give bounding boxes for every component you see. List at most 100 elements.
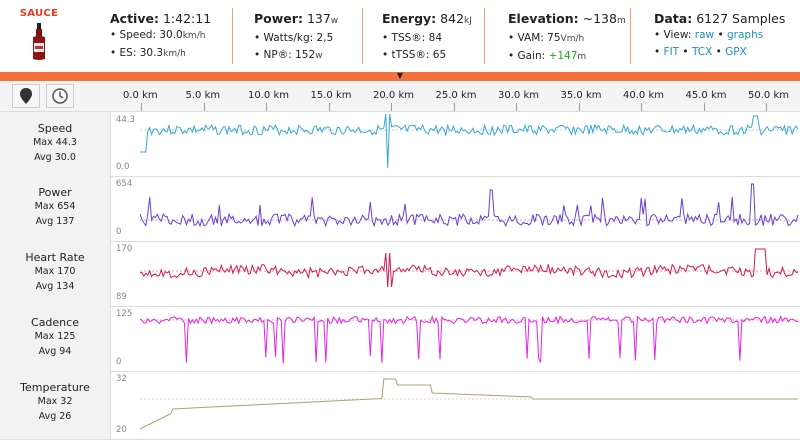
chart-name: Speed xyxy=(37,122,73,135)
wkg-value: 2,5 xyxy=(316,32,334,44)
summary-header: SAUCE Active: 1:42:11 • Speed: 30.0km/h … xyxy=(0,0,800,72)
chart-name: Temperature xyxy=(20,381,90,394)
chart-row-label: Speed Max 44.3 Avg 30.0 xyxy=(0,112,111,176)
chart-row-label: Temperature Max 32 Avg 26 xyxy=(0,371,111,439)
y-max-label: 32 xyxy=(116,374,127,384)
y-min-label: 0.0 xyxy=(116,162,130,172)
gain-label: Gain: xyxy=(517,50,546,62)
np-label: NP®: xyxy=(263,49,292,61)
power-unit: w xyxy=(330,16,339,26)
chart-avg: Avg 30.0 xyxy=(34,152,76,163)
active-label: Active: xyxy=(110,11,159,26)
chart-row-cadence: Cadence Max 125 Avg 94 125 0 xyxy=(0,306,800,372)
divider xyxy=(484,8,485,64)
divider xyxy=(232,8,233,64)
y-max-label: 654 xyxy=(116,179,133,189)
export-fit-link[interactable]: FIT xyxy=(663,46,680,58)
chart-plot[interactable] xyxy=(112,306,800,371)
gain-value: +147 xyxy=(548,50,578,62)
series-line xyxy=(139,183,799,228)
axis-tick-mark xyxy=(391,103,392,111)
axis-tick-mark xyxy=(453,103,455,111)
axis-tick-mark xyxy=(328,103,330,111)
elevation-stats: Elevation: ~138m • VAM: 75Vm/h • Gain: +… xyxy=(508,11,626,62)
sauce-bottle-icon xyxy=(33,23,45,60)
chart-row-temperature: Temperature Max 32 Avg 26 32 20 xyxy=(0,371,800,440)
axis-tick-label: 50.0 km xyxy=(748,90,789,101)
speed-unit: km/h xyxy=(182,31,206,41)
axis-tick-label: 10.0 km xyxy=(248,90,289,101)
expand-chevron-icon[interactable]: ▼ xyxy=(396,71,404,80)
axis-tick-mark xyxy=(703,103,705,111)
tss-value: 84 xyxy=(428,32,443,44)
chart-plot[interactable] xyxy=(112,241,800,306)
np-unit: w xyxy=(315,51,323,61)
chart-row-label: Heart Rate Max 170 Avg 134 xyxy=(0,241,111,306)
gain-unit: m xyxy=(577,52,587,62)
clock-icon xyxy=(52,88,68,104)
chart-avg: Avg 26 xyxy=(38,411,72,422)
axis-tick-mark xyxy=(141,103,142,111)
axis-tick-label: 0.0 km xyxy=(123,90,158,101)
y-max-label: 170 xyxy=(116,244,133,254)
elevation-unit: m xyxy=(616,16,626,26)
active-value: 1:42:11 xyxy=(162,11,212,26)
data-value: 6127 Samples xyxy=(696,11,786,26)
chart-avg: Avg 137 xyxy=(35,216,75,227)
ttss-label: tTSS®: xyxy=(391,49,430,61)
vam-value: 75 xyxy=(547,32,561,44)
axis-tick-mark xyxy=(578,103,580,111)
tss-label: TSS®: xyxy=(391,32,426,44)
elevation-value: ~138 xyxy=(582,11,617,26)
chart-name: Cadence xyxy=(31,316,79,329)
axis-tick-mark xyxy=(766,103,767,111)
axis-tick-label: 20.0 km xyxy=(373,90,414,101)
distance-axis: 0.0 km 5.0 km 10.0 km 15.0 km 20.0 km 25.0 km… xyxy=(0,81,800,112)
axis-tick-label: 45.0 km xyxy=(685,90,727,101)
chart-row-heart-rate: Heart Rate Max 170 Avg 134 170 89 xyxy=(0,241,800,307)
chart-plot[interactable] xyxy=(112,176,800,241)
chart-max: Max 654 xyxy=(34,201,76,212)
chart-plot[interactable] xyxy=(112,371,800,439)
chart-row-speed: Speed Max 44.3 Avg 30.0 44.3 0.0 xyxy=(0,112,800,177)
vam-unit: Vm/h xyxy=(560,34,585,44)
chart-name: Power xyxy=(38,186,72,199)
np-value: 152 xyxy=(295,49,316,61)
chart-max: Max 170 xyxy=(34,266,76,277)
view-label: View: xyxy=(663,29,692,41)
view-graphs-link[interactable]: graphs xyxy=(726,29,764,41)
axis-tick-mark xyxy=(516,103,517,111)
collapse-bar[interactable] xyxy=(0,72,800,81)
map-pin-icon xyxy=(20,88,32,104)
es-value: 30.3 xyxy=(139,47,164,59)
brand-name: SAUCE xyxy=(19,8,59,19)
view-raw-link[interactable]: raw xyxy=(694,29,715,41)
time-axis-button[interactable] xyxy=(46,84,74,108)
power-value: 137 xyxy=(306,11,331,26)
power-stats: Power: 137w • Watts/kg: 2,5 • NP®: 152w xyxy=(254,11,339,61)
series-line xyxy=(140,113,799,169)
chart-name: Heart Rate xyxy=(25,251,85,264)
energy-label: Energy: xyxy=(382,11,437,26)
y-min-label: 20 xyxy=(116,425,127,435)
axis-tick-mark xyxy=(203,103,205,111)
export-tcx-link[interactable]: TCX xyxy=(691,46,713,58)
chart-avg: Avg 94 xyxy=(38,346,72,357)
vam-label: VAM: xyxy=(517,32,544,44)
axis-tick-label: 15.0 km xyxy=(310,90,352,101)
chart-plot[interactable] xyxy=(112,112,800,176)
series-line xyxy=(139,315,799,364)
export-gpx-link[interactable]: GPX xyxy=(725,46,747,58)
divider xyxy=(362,8,363,64)
axis-tick-label: 40.0 km xyxy=(623,90,664,101)
sauce-logo: SAUCE xyxy=(8,8,70,61)
energy-stats: Energy: 842kJ • TSS®: 84 • tTSS®: 65 xyxy=(382,11,472,61)
y-min-label: 0 xyxy=(116,357,122,367)
ttss-value: 65 xyxy=(432,49,447,61)
chart-max: Max 32 xyxy=(37,396,73,407)
chart-avg: Avg 134 xyxy=(35,281,75,292)
elevation-label: Elevation: xyxy=(508,11,579,26)
data-label: Data: xyxy=(654,11,693,26)
map-pin-button[interactable] xyxy=(12,84,40,108)
es-unit: km/h xyxy=(163,49,186,59)
